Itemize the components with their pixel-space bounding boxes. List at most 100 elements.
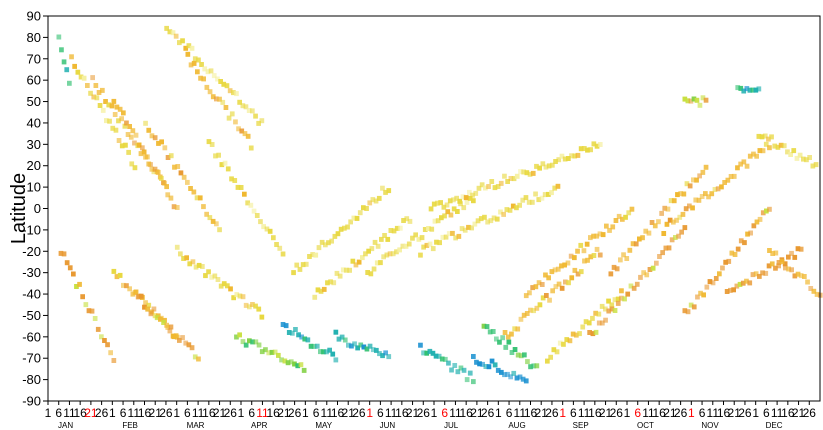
heatmap-cell (107, 118, 112, 124)
heatmap-cell (476, 185, 482, 191)
heatmap-cell (517, 202, 522, 208)
heatmap-cell (682, 225, 688, 231)
heatmap-cell (238, 185, 244, 190)
heatmap-cell (172, 164, 177, 170)
heatmap-cell (143, 154, 148, 160)
x-tick-label: 1 (109, 406, 116, 420)
heatmap-cell (514, 173, 520, 179)
heatmap-cell (572, 255, 577, 261)
heatmap-cell (191, 189, 197, 195)
heatmap-cell (247, 304, 252, 310)
heatmap-cell (559, 153, 565, 159)
heatmap-cell (121, 282, 126, 288)
heatmap-cell (671, 219, 676, 225)
heatmap-cell (531, 363, 537, 369)
heatmap-cell (578, 269, 584, 275)
heatmap-cell (106, 102, 112, 108)
heatmap-cell (109, 103, 115, 109)
heatmap-cells (56, 25, 823, 385)
heatmap-cell (128, 134, 134, 140)
heatmap-cell (757, 148, 763, 154)
heatmap-cell (334, 270, 340, 276)
heatmap-cell (303, 261, 309, 267)
heatmap-cell (111, 98, 117, 104)
heatmap-cell (428, 206, 434, 212)
heatmap-cell (791, 148, 797, 154)
heatmap-cell (99, 334, 104, 340)
heatmap-cell (525, 359, 530, 365)
heatmap-cell (728, 174, 734, 179)
heatmap-cell (127, 286, 132, 292)
heatmap-cell (703, 164, 709, 170)
heatmap-cell (185, 179, 190, 185)
heatmap-cell (530, 285, 535, 291)
heatmap-cell (591, 253, 597, 258)
heatmap-cell (808, 286, 814, 291)
heatmap-cell (666, 245, 672, 251)
heatmap-cell (367, 343, 373, 349)
heatmap-cell (174, 205, 180, 210)
heatmap-cell (154, 315, 160, 321)
heatmap-cell (556, 157, 562, 163)
x-tick-label: 21 (728, 406, 742, 420)
heatmap-cell (325, 280, 330, 286)
heatmap-cell (494, 216, 500, 222)
heatmap-cell (578, 146, 584, 152)
heatmap-cell (563, 279, 568, 285)
heatmap-cell (243, 104, 249, 110)
y-tick-label: -80 (22, 372, 41, 387)
x-tick-label: 1 (45, 406, 52, 420)
heatmap-cell (709, 191, 715, 197)
heatmap-cell (178, 251, 183, 257)
heatmap-cell (439, 356, 445, 362)
heatmap-cell (212, 273, 218, 279)
heatmap-cell (345, 224, 350, 230)
heatmap-cell (384, 252, 390, 258)
heatmap-cell (731, 173, 737, 179)
heatmap-cell (318, 349, 323, 355)
heatmap-cell (695, 294, 700, 300)
heatmap-cell (123, 142, 128, 148)
heatmap-cell (682, 308, 688, 314)
heatmap-cell (340, 267, 346, 273)
heatmap-cell (627, 247, 633, 253)
x-tick-label: 21 (213, 406, 227, 420)
heatmap-cell (208, 68, 214, 74)
heatmap-cell (391, 228, 397, 234)
heatmap-cell (204, 84, 210, 90)
heatmap-cell (751, 223, 757, 229)
heatmap-cell (95, 326, 101, 332)
plot-frame (47, 15, 821, 402)
heatmap-cell (557, 340, 563, 346)
heatmap-cell (346, 342, 351, 348)
heatmap-cell (251, 208, 257, 214)
heatmap-cell (237, 332, 242, 338)
x-tick-label: 6 (634, 406, 641, 420)
heatmap-cell (164, 25, 169, 31)
heatmap-cell (406, 241, 412, 247)
heatmap-cell (263, 347, 268, 353)
y-tick-label: -10 (22, 222, 41, 237)
heatmap-cell (723, 259, 728, 265)
heatmap-cell (515, 352, 521, 358)
heatmap-cell (403, 243, 409, 249)
heatmap-cell (588, 254, 594, 260)
heatmap-cell (233, 119, 238, 125)
heatmap-cell (459, 226, 465, 232)
heatmap-cell (129, 161, 135, 167)
heatmap-cell (587, 330, 592, 335)
heatmap-cell (330, 351, 336, 357)
heatmap-cell (794, 155, 800, 161)
heatmap-cell (361, 205, 366, 211)
heatmap-cell (533, 284, 539, 290)
heatmap-cell (372, 239, 378, 245)
heatmap-cell (722, 180, 727, 185)
month-label: JUN (380, 421, 396, 430)
heatmap-cell (232, 178, 238, 183)
heatmap-cell (681, 191, 687, 197)
heatmap-cell (102, 338, 107, 343)
heatmap-cell (124, 120, 129, 126)
heatmap-cell (506, 339, 512, 345)
heatmap-cell (328, 279, 333, 285)
